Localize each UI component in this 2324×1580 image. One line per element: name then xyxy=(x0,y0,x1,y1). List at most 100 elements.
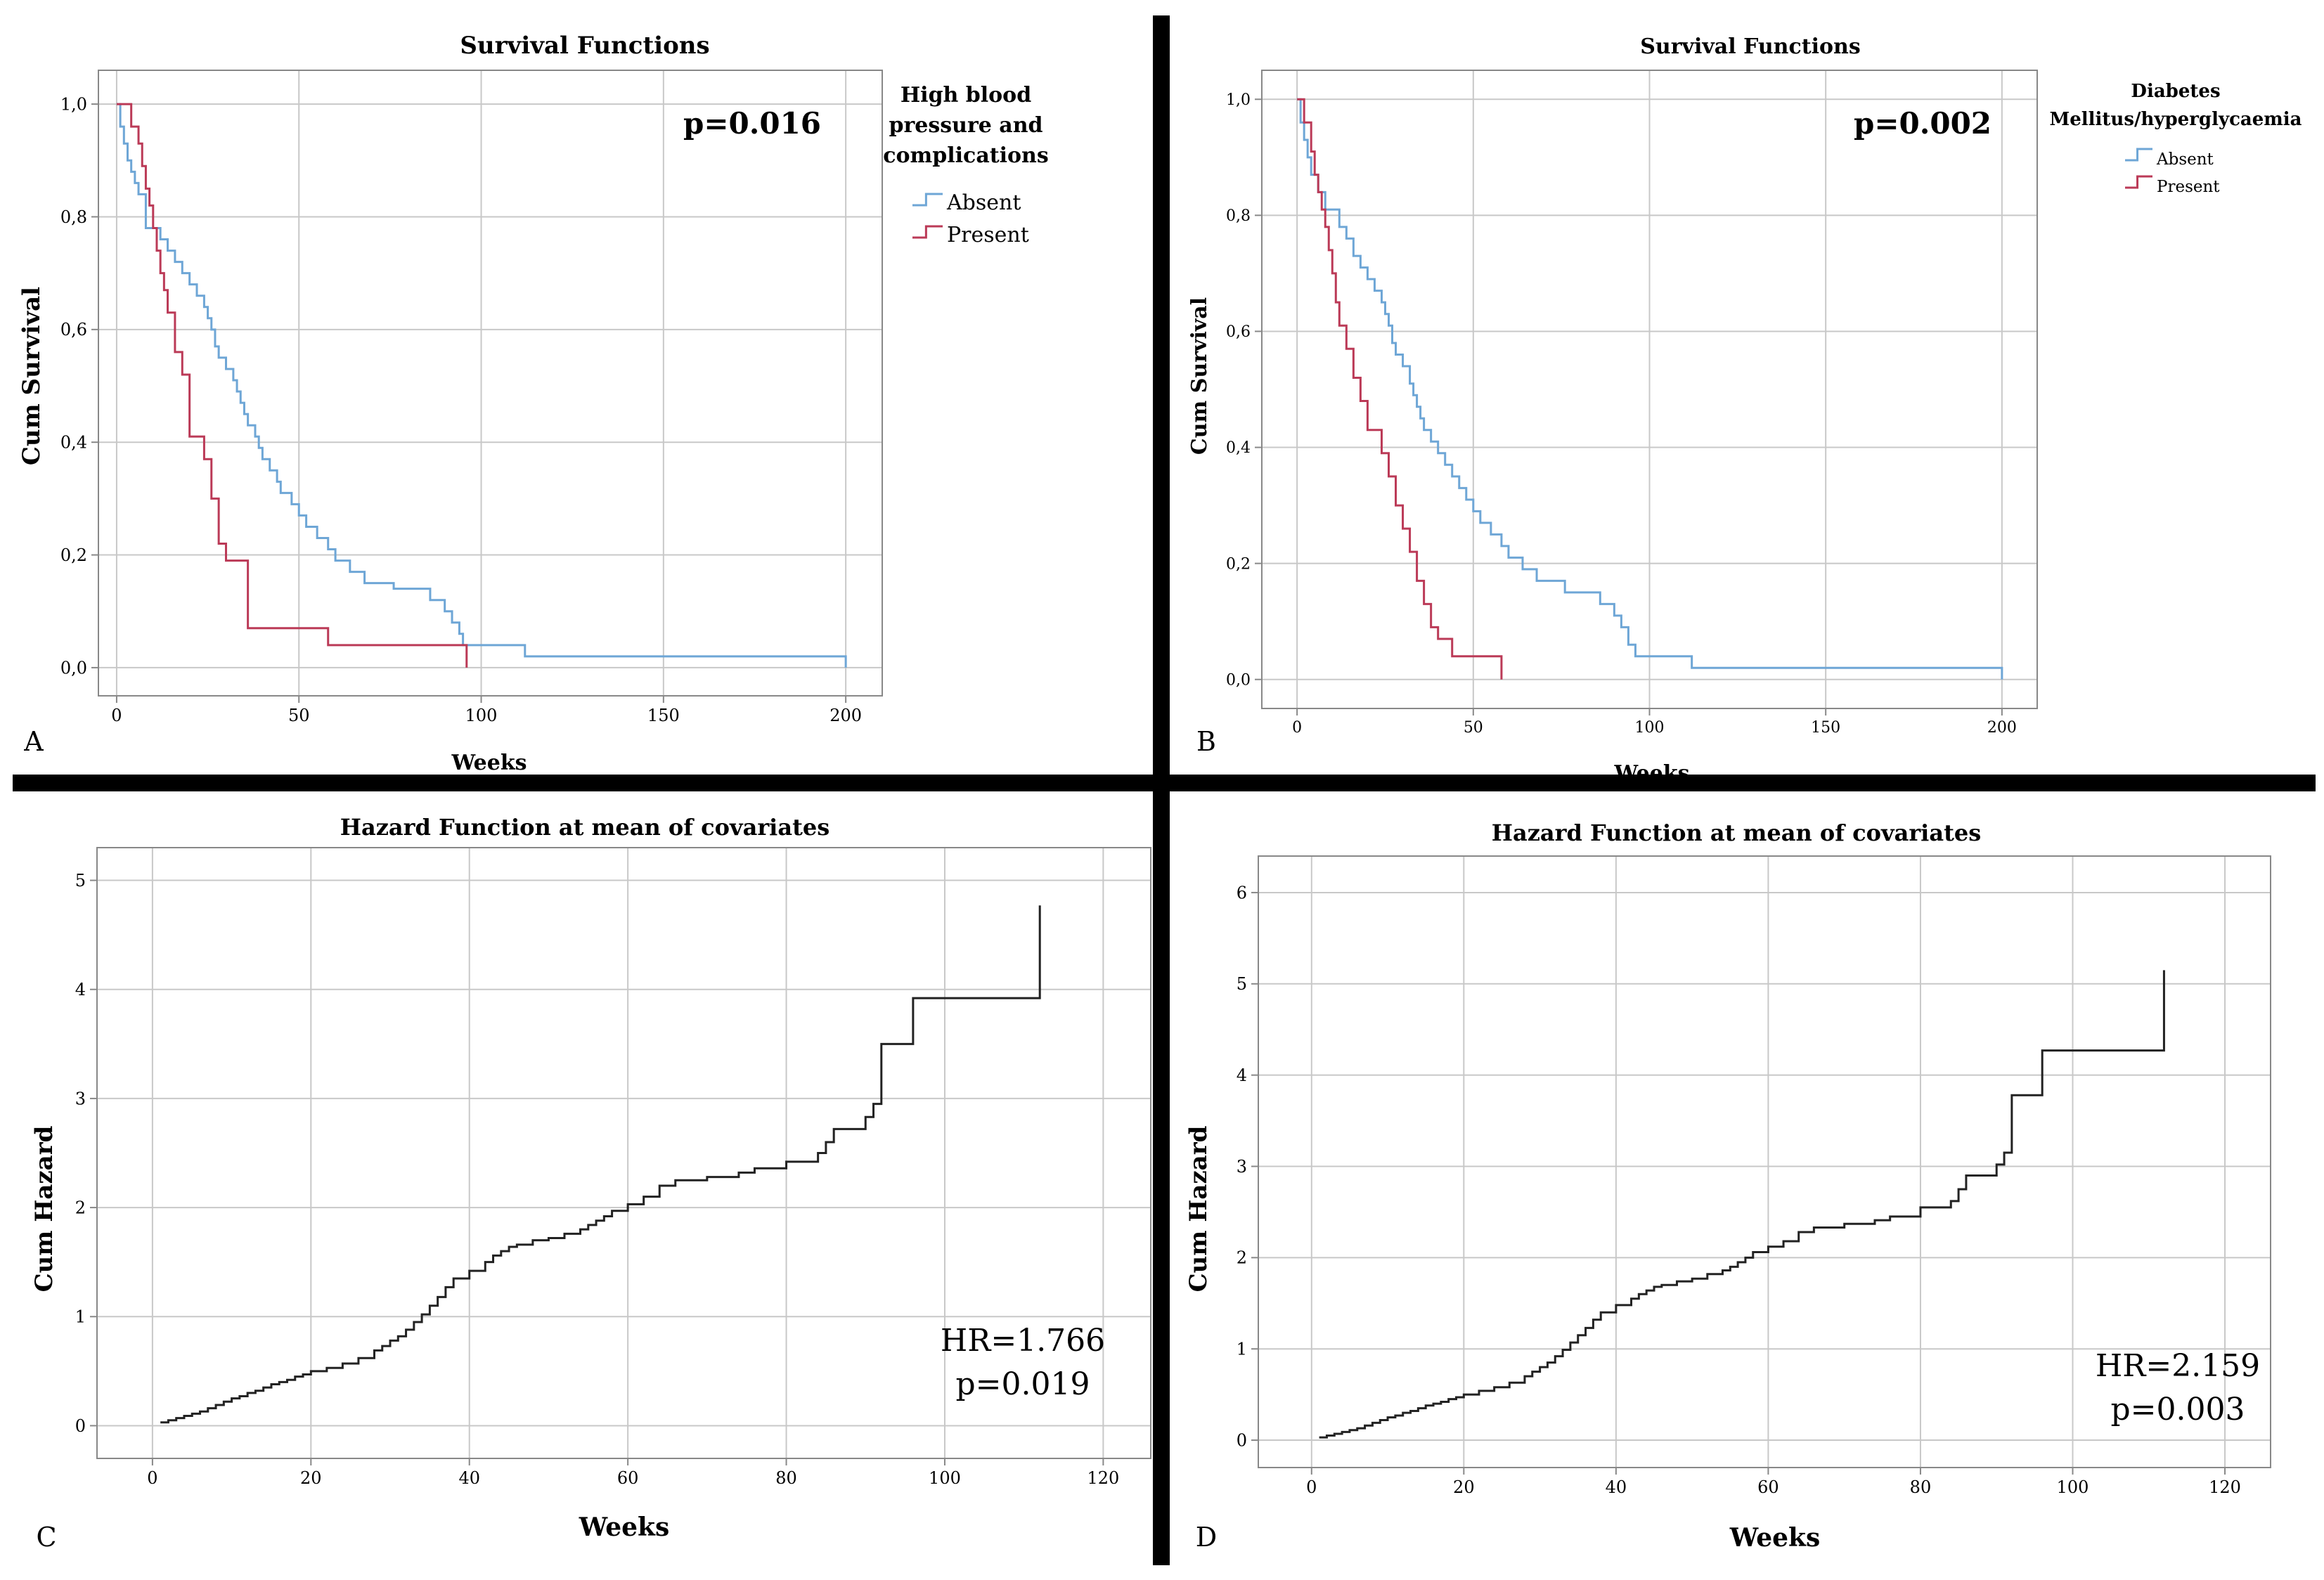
chart-panel-a: 0 50 100 150 200 0,0 0,2 0,4 0,6 0,8 1,0 Survival F… xyxy=(18,32,1049,775)
y-tick-label: 0,2 xyxy=(60,545,87,565)
x-tick-label: 60 xyxy=(1757,1477,1779,1497)
chart-title: Survival Functions xyxy=(1640,34,1860,59)
y-tick-label: 0,6 xyxy=(1226,323,1251,341)
chart-panel-c: 0 20 40 60 80 100 120 0 1 2 3 4 5 Hazard Function at … xyxy=(30,814,1151,1553)
y-tick-label: 5 xyxy=(75,871,86,891)
chart-title: Survival Functions xyxy=(460,32,709,60)
y-tick-label: 0 xyxy=(1237,1430,1247,1450)
y-tick-label: 0 xyxy=(75,1416,86,1436)
legend-entry: Absent xyxy=(946,190,1021,215)
legend: Diabetes Mellitus/hyperglycaemia Absent Pre… xyxy=(2049,81,2302,196)
y-tick-label: 4 xyxy=(75,980,86,999)
y-tick-label: 1,0 xyxy=(1226,91,1251,109)
y-tick-label: 0,0 xyxy=(60,658,87,678)
chart-title: Hazard Function at mean of covariates xyxy=(1492,820,1981,846)
annotation-text: p=0.002 xyxy=(1854,106,1991,141)
x-tick-label: 40 xyxy=(1606,1477,1627,1497)
chart-panel-d: 0 20 40 60 80 100 120 0 1 2 3 4 5 6 Hazard Function at… xyxy=(1184,820,2271,1553)
legend-title: High blood xyxy=(900,83,1031,108)
legend-title: complications xyxy=(883,143,1048,168)
x-tick-label: 150 xyxy=(647,706,680,725)
y-axis-label: Cum Hazard xyxy=(1184,1126,1213,1293)
x-tick-label: 80 xyxy=(775,1468,797,1488)
y-tick-label: 0,4 xyxy=(60,433,87,453)
y-tick-label: 1 xyxy=(1237,1340,1247,1359)
y-tick-label: 3 xyxy=(75,1089,86,1108)
x-tick-label: 200 xyxy=(829,706,862,725)
legend: High blood pressure and complications Absen… xyxy=(883,83,1048,247)
y-tick-label: 1 xyxy=(75,1307,86,1327)
plot-frame xyxy=(1258,855,2271,1468)
y-tick-label: 0,6 xyxy=(60,320,87,339)
y-tick-label: 0,8 xyxy=(1226,207,1251,225)
x-axis-label: Weeks xyxy=(451,751,527,775)
y-tick-label: 0,8 xyxy=(60,207,87,227)
x-tick-label: 0 xyxy=(1306,1477,1317,1497)
legend-title: pressure and xyxy=(889,113,1042,138)
x-tick-label: 100 xyxy=(1635,719,1665,737)
legend-entry: Absent xyxy=(2156,150,2214,169)
x-tick-label: 50 xyxy=(288,706,310,725)
x-axis-label: Weeks xyxy=(1613,761,1689,786)
panel-label: A xyxy=(23,726,44,757)
y-tick-label: 0,4 xyxy=(1226,439,1251,457)
legend-title: Diabetes xyxy=(2131,81,2220,102)
y-tick-label: 4 xyxy=(1237,1066,1247,1085)
plot-frame xyxy=(98,70,883,697)
panel-label: B xyxy=(1196,726,1216,757)
x-tick-label: 80 xyxy=(1910,1477,1932,1497)
x-tick-label: 50 xyxy=(1464,719,1483,737)
x-tick-label: 200 xyxy=(1987,719,2017,737)
panel-label: C xyxy=(36,1522,56,1553)
x-tick-label: 60 xyxy=(617,1468,639,1488)
annotation-text: p=0.003 xyxy=(2111,1392,2245,1427)
x-tick-label: 0 xyxy=(147,1468,157,1488)
y-tick-label: 5 xyxy=(1237,974,1247,994)
y-axis-label: Cum Hazard xyxy=(30,1126,58,1293)
annotation-text: HR=2.159 xyxy=(2096,1348,2260,1384)
panel-label: D xyxy=(1196,1522,1217,1553)
x-tick-label: 150 xyxy=(1811,719,1840,737)
y-axis-label: Cum Survival xyxy=(1187,297,1212,455)
x-axis-label: Weeks xyxy=(1729,1523,1821,1553)
x-tick-label: 0 xyxy=(111,706,122,725)
chart-panel-b: 0 50 100 150 200 0,0 0,2 0,4 0,6 0,8 1,0 Survival F… xyxy=(1187,34,2302,786)
x-tick-label: 100 xyxy=(2057,1477,2089,1497)
legend-swatch xyxy=(912,193,943,207)
series-line-present xyxy=(1297,98,1503,680)
series-line-cum-hazard xyxy=(160,905,1041,1424)
legend-entry: Present xyxy=(947,223,1029,247)
legend-swatch xyxy=(912,225,943,239)
x-tick-label: 120 xyxy=(1087,1468,1119,1488)
x-tick-label: 100 xyxy=(929,1468,961,1488)
legend-swatch xyxy=(2125,175,2152,189)
y-tick-label: 2 xyxy=(1237,1248,1247,1268)
series-line-absent xyxy=(116,103,847,668)
series-line-present xyxy=(116,103,468,668)
x-tick-label: 20 xyxy=(300,1468,322,1488)
x-tick-label: 40 xyxy=(458,1468,480,1488)
plot-frame xyxy=(96,847,1151,1459)
annotation-text: HR=1.766 xyxy=(941,1323,1105,1359)
y-tick-label: 6 xyxy=(1237,883,1247,902)
x-tick-label: 20 xyxy=(1453,1477,1475,1497)
y-tick-label: 3 xyxy=(1237,1157,1247,1177)
y-tick-label: 2 xyxy=(75,1198,86,1217)
x-axis-label: Weeks xyxy=(579,1513,670,1542)
x-tick-label: 0 xyxy=(1292,719,1302,737)
y-axis-label: Cum Survival xyxy=(18,287,46,465)
x-tick-label: 120 xyxy=(2209,1477,2241,1497)
legend-entry: Present xyxy=(2157,178,2220,196)
horizontal-divider xyxy=(13,775,2316,791)
y-tick-label: 0,2 xyxy=(1226,555,1251,573)
series-line-cum-hazard xyxy=(1319,970,2165,1439)
legend-title: Mellitus/hyperglycaemia xyxy=(2049,109,2302,130)
y-tick-label: 0,0 xyxy=(1226,671,1251,689)
x-tick-label: 100 xyxy=(465,706,498,725)
chart-title: Hazard Function at mean of covariates xyxy=(340,814,829,841)
legend-swatch xyxy=(2125,148,2152,162)
y-tick-label: 1,0 xyxy=(60,95,87,115)
annotation-text: p=0.016 xyxy=(683,106,821,141)
